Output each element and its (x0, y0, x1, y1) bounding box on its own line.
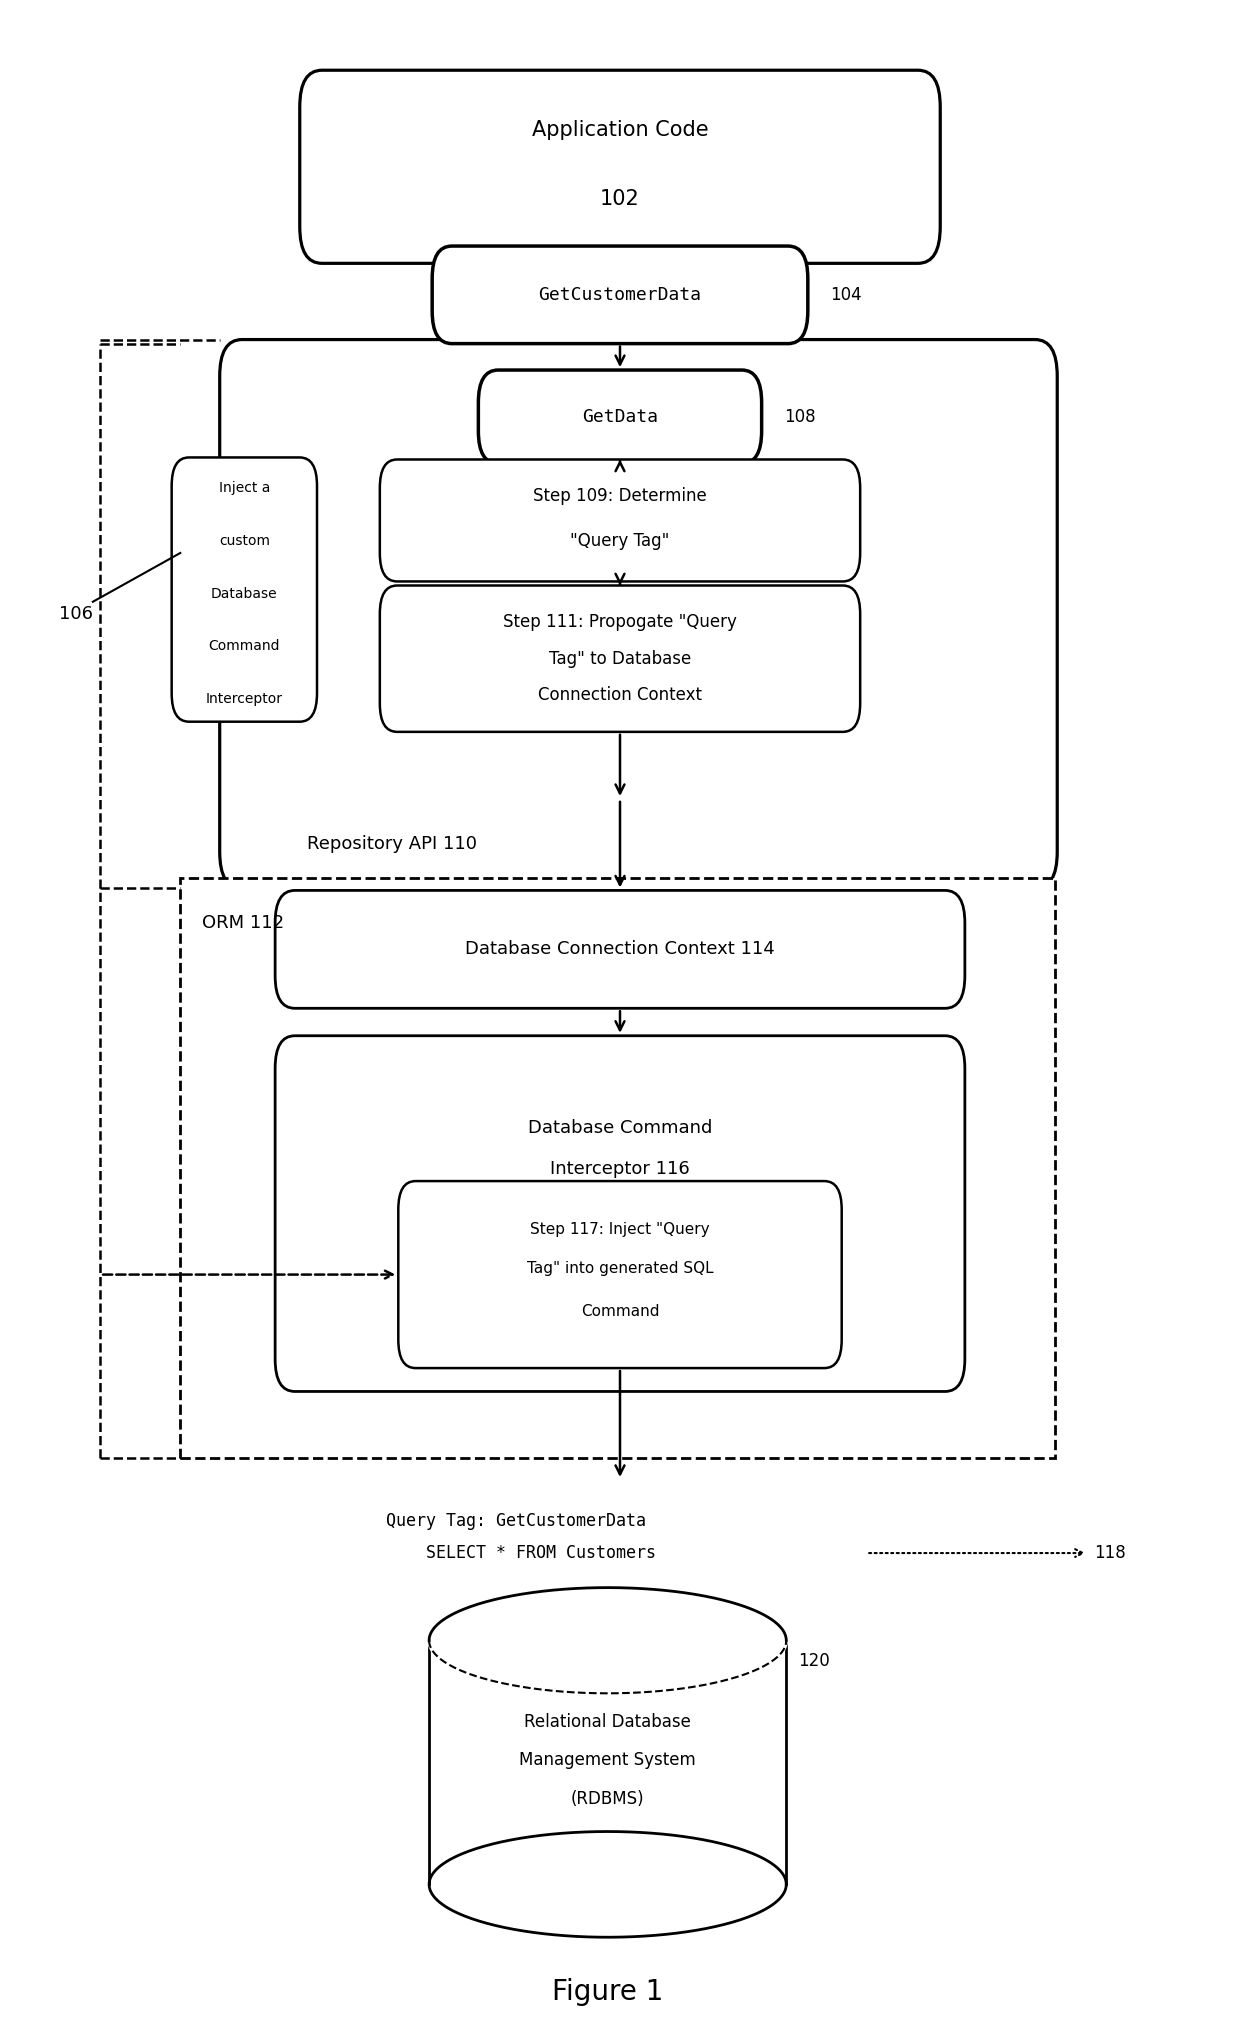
Text: Step 117: Inject "Query: Step 117: Inject "Query (531, 1223, 709, 1237)
Text: Database: Database (211, 586, 278, 600)
FancyBboxPatch shape (479, 369, 761, 463)
FancyBboxPatch shape (379, 459, 861, 582)
FancyBboxPatch shape (171, 457, 317, 723)
FancyBboxPatch shape (398, 1182, 842, 1367)
FancyBboxPatch shape (433, 247, 807, 343)
Text: Connection Context: Connection Context (538, 686, 702, 704)
Text: 102: 102 (600, 190, 640, 210)
Text: (RDBMS): (RDBMS) (570, 1790, 645, 1808)
Text: Command: Command (208, 639, 280, 653)
FancyBboxPatch shape (300, 69, 940, 263)
FancyBboxPatch shape (379, 586, 861, 733)
Text: 118: 118 (1094, 1545, 1126, 1561)
Text: 106: 106 (58, 604, 93, 623)
Text: Interceptor 116: Interceptor 116 (551, 1159, 689, 1178)
Text: Command: Command (580, 1304, 660, 1318)
Bar (429, 1641, 786, 1884)
Text: Repository API 110: Repository API 110 (308, 835, 477, 853)
FancyBboxPatch shape (275, 890, 965, 1008)
Text: custom: custom (218, 535, 270, 547)
Text: GetCustomerData: GetCustomerData (538, 286, 702, 304)
Text: SELECT * FROM Customers: SELECT * FROM Customers (386, 1545, 656, 1561)
FancyBboxPatch shape (275, 1035, 965, 1392)
Text: 108: 108 (784, 408, 816, 427)
Text: Relational Database: Relational Database (525, 1712, 691, 1731)
Text: Figure 1: Figure 1 (552, 1978, 663, 2006)
Bar (180, 878, 1055, 1457)
Text: Database Connection Context 114: Database Connection Context 114 (465, 941, 775, 959)
Text: 104: 104 (830, 286, 862, 304)
Text: ORM 112: ORM 112 (202, 914, 285, 933)
Text: Step 109: Determine: Step 109: Determine (533, 488, 707, 504)
Text: Database Command: Database Command (528, 1118, 712, 1137)
Text: Application Code: Application Code (532, 120, 708, 141)
Text: GetData: GetData (582, 408, 658, 427)
Text: Tag" to Database: Tag" to Database (549, 649, 691, 667)
Text: Tag" into generated SQL: Tag" into generated SQL (527, 1261, 713, 1276)
Text: Step 111: Propogate "Query: Step 111: Propogate "Query (503, 612, 737, 631)
Text: "Query Tag": "Query Tag" (570, 533, 670, 549)
Text: Interceptor: Interceptor (206, 692, 283, 706)
Text: Query Tag: GetCustomerData: Query Tag: GetCustomerData (386, 1512, 646, 1529)
Text: Inject a: Inject a (218, 482, 270, 494)
FancyBboxPatch shape (219, 339, 1058, 888)
Text: 120: 120 (799, 1651, 831, 1670)
Text: Management System: Management System (520, 1751, 696, 1770)
